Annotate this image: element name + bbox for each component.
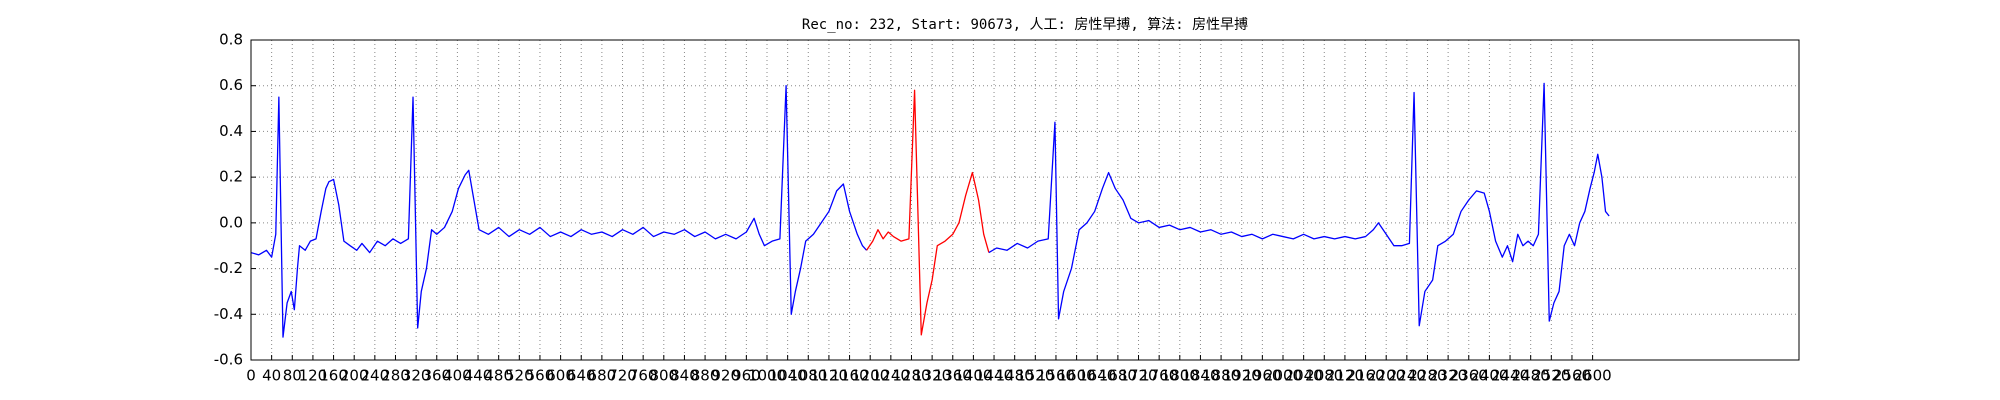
- x-tick-label: 2440: [1491, 367, 1529, 385]
- x-tick-label: 2560: [1553, 367, 1591, 385]
- x-tick-label: 1320: [913, 367, 951, 385]
- x-tick-label: 1960: [1243, 367, 1281, 385]
- x-tick-label: 2080: [1305, 367, 1343, 385]
- y-tick-label: -0.6: [214, 351, 243, 369]
- x-tick-label: 1280: [892, 367, 930, 385]
- x-tick-label: 1120: [810, 367, 848, 385]
- x-tick-label: 600: [546, 367, 575, 385]
- x-tick-label: 240: [361, 367, 390, 385]
- plot-frame: [250, 39, 1800, 361]
- x-tick-label: 1200: [851, 367, 889, 385]
- x-tick-label: 160: [319, 367, 348, 385]
- y-tick-label: 0.8: [219, 31, 243, 49]
- x-tick-label: 1160: [830, 367, 868, 385]
- x-tick-label: 1840: [1181, 367, 1219, 385]
- x-tick-label: 920: [711, 367, 740, 385]
- x-tick-label: 80: [283, 367, 302, 385]
- x-tick-label: 520: [505, 367, 534, 385]
- y-tick-label: -0.2: [214, 259, 243, 277]
- x-tick-label: 1240: [872, 367, 910, 385]
- x-tick-label: 2600: [1574, 367, 1612, 385]
- x-tick-label: 2320: [1429, 367, 1467, 385]
- x-tick-label: 2120: [1326, 367, 1364, 385]
- x-tick-label: 2000: [1264, 367, 1302, 385]
- x-tick-label: 2480: [1512, 367, 1550, 385]
- x-tick-label: 400: [443, 367, 472, 385]
- y-tick-label: -0.4: [214, 305, 243, 323]
- x-tick-label: 480: [484, 367, 513, 385]
- x-tick-label: 960: [732, 367, 761, 385]
- x-tick-label: 800: [649, 367, 678, 385]
- x-tick-label: 2240: [1388, 367, 1426, 385]
- x-tick-label: 1360: [934, 367, 972, 385]
- y-tick-label: 0.2: [219, 168, 243, 186]
- ecg-line: [250, 85, 868, 338]
- x-tick-label: 880: [691, 367, 720, 385]
- x-tick-label: 680: [588, 367, 617, 385]
- x-tick-label: 1040: [769, 367, 807, 385]
- x-tick-label: 1720: [1119, 367, 1157, 385]
- x-tick-label: 1800: [1161, 367, 1199, 385]
- x-tick-label: 1600: [1058, 367, 1096, 385]
- x-tick-label: 2200: [1367, 367, 1405, 385]
- x-tick-label: 640: [567, 367, 596, 385]
- x-tick-label: 40: [262, 367, 281, 385]
- x-tick-label: 720: [608, 367, 637, 385]
- x-tick-label: 1440: [975, 367, 1013, 385]
- x-tick-label: 1080: [789, 367, 827, 385]
- x-tick-label: 2520: [1532, 367, 1570, 385]
- x-tick-label: 1680: [1099, 367, 1137, 385]
- x-tick-label: 2360: [1450, 367, 1488, 385]
- ecg-line: [866, 89, 990, 336]
- x-tick-label: 760: [629, 367, 658, 385]
- x-tick-label: 2040: [1285, 367, 1323, 385]
- x-tick-label: 1760: [1140, 367, 1178, 385]
- x-tick-label: 1520: [1016, 367, 1054, 385]
- x-tick-label: 1640: [1078, 367, 1116, 385]
- x-tick-label: 440: [464, 367, 493, 385]
- y-tick-label: 0.4: [219, 122, 243, 140]
- x-tick-label: 280: [381, 367, 410, 385]
- y-tick-label: 0.6: [219, 76, 243, 94]
- x-tick-label: 1560: [1037, 367, 1075, 385]
- x-tick-label: 1000: [748, 367, 786, 385]
- x-tick-label: 1920: [1223, 367, 1261, 385]
- x-tick-label: 2280: [1408, 367, 1446, 385]
- x-tick-label: 120: [299, 367, 328, 385]
- x-tick-label: 1480: [996, 367, 1034, 385]
- x-tick-label: 320: [402, 367, 431, 385]
- x-tick-label: 1400: [954, 367, 992, 385]
- x-tick-label: 560: [526, 367, 555, 385]
- x-tick-label: 360: [422, 367, 451, 385]
- chart-title: Rec_no: 232, Start: 90673, 人工: 房性早搏, 算法:…: [802, 16, 1248, 33]
- x-tick-label: 1880: [1202, 367, 1240, 385]
- x-tick-label: 2400: [1470, 367, 1508, 385]
- x-tick-label: 0: [246, 367, 256, 385]
- x-tick-label: 840: [670, 367, 699, 385]
- y-tick-label: 0.0: [219, 213, 243, 231]
- x-tick-label: 200: [340, 367, 369, 385]
- ecg-line: [988, 82, 1610, 327]
- x-tick-label: 2160: [1346, 367, 1384, 385]
